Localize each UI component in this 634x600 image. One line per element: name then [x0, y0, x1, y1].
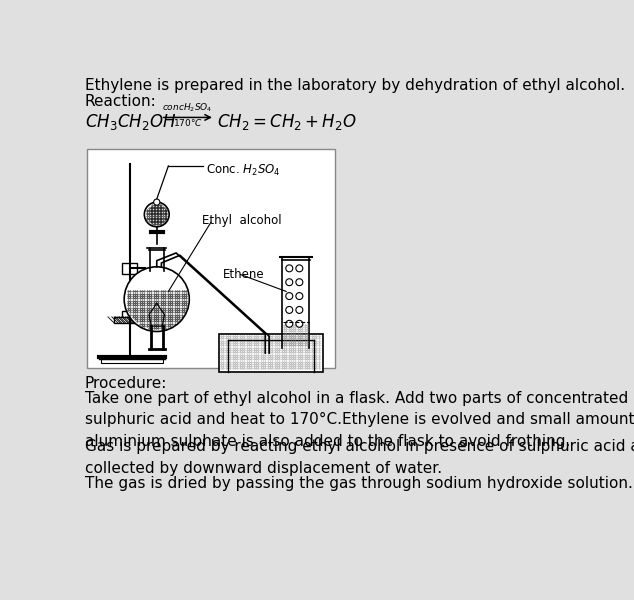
Text: Gas is prepared by reacting ethyl alcohol in presence of sulphuric acid and is
c: Gas is prepared by reacting ethyl alcoho…: [85, 439, 634, 476]
Text: $CH_3CH_2OH$: $CH_3CH_2OH$: [86, 112, 177, 132]
Bar: [101, 359, 163, 363]
Bar: [219, 334, 323, 372]
Circle shape: [296, 279, 303, 286]
Circle shape: [286, 279, 293, 286]
Text: $concH_2SO_4$: $concH_2SO_4$: [162, 101, 213, 113]
Circle shape: [124, 267, 190, 331]
Polygon shape: [149, 303, 164, 326]
Circle shape: [286, 265, 293, 272]
Circle shape: [296, 265, 303, 272]
Bar: [87, 149, 335, 368]
Text: Ethyl  alcohol: Ethyl alcohol: [202, 214, 281, 227]
Text: Take one part of ethyl alcohol in a flask. Add two parts of concentrated
sulphur: Take one part of ethyl alcohol in a flas…: [85, 391, 634, 449]
Circle shape: [153, 199, 160, 205]
Circle shape: [296, 320, 303, 327]
Bar: [122, 311, 138, 320]
Text: The gas is dried by passing the gas through sodium hydroxide solution.: The gas is dried by passing the gas thro…: [85, 476, 633, 491]
Circle shape: [145, 202, 169, 227]
Bar: [114, 317, 164, 323]
Bar: [122, 263, 138, 274]
Text: Ethene: Ethene: [223, 268, 264, 281]
Circle shape: [296, 307, 303, 313]
Circle shape: [286, 320, 293, 327]
Text: Reaction:: Reaction:: [85, 94, 157, 109]
Text: Procedure:: Procedure:: [85, 376, 167, 391]
Circle shape: [286, 293, 293, 299]
Text: $170°C$: $170°C$: [173, 118, 203, 128]
Text: Ethylene is prepared in the laboratory by dehydration of ethyl alcohol.: Ethylene is prepared in the laboratory b…: [85, 78, 624, 93]
Circle shape: [296, 293, 303, 299]
Circle shape: [286, 307, 293, 313]
Text: $CH_2 = CH_2 + H_2O$: $CH_2 = CH_2 + H_2O$: [217, 112, 357, 132]
Text: Conc. $H_2SO_4$: Conc. $H_2SO_4$: [205, 163, 280, 178]
